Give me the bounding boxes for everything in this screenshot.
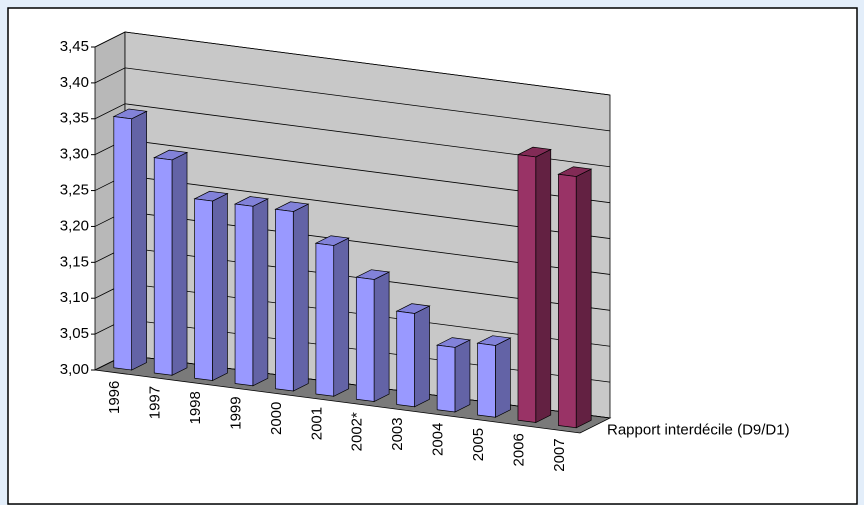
bar-shade (333, 238, 349, 397)
x-tick-label: 2002* (349, 412, 366, 451)
bar-shade (275, 201, 309, 212)
y-tick-label: 3,05 (60, 325, 89, 342)
y-tick-label: 3,20 (60, 217, 89, 234)
bar-shade (558, 166, 592, 177)
bar-shade (477, 335, 511, 346)
bar-shade (454, 339, 470, 413)
x-tick-label: 2003 (389, 417, 406, 450)
y-tick-label: 3,30 (60, 146, 89, 163)
bar-shade (495, 338, 511, 418)
y-tick-label: 3,35 (60, 110, 89, 127)
x-tick-label: 2007 (551, 438, 568, 471)
bar-shade (113, 108, 147, 119)
x-tick-label: 1996 (106, 381, 123, 414)
bar (234, 203, 254, 387)
y-tick-label: 3,45 (60, 38, 89, 55)
grid-line (94, 67, 611, 132)
bar (194, 198, 213, 381)
bar (355, 276, 375, 402)
x-tick-label: 2005 (470, 428, 487, 461)
bar-shade (154, 150, 188, 160)
bar (315, 242, 335, 397)
bar (396, 310, 415, 408)
bar-shade (374, 272, 390, 402)
bar-shade (194, 191, 228, 202)
bar (113, 116, 132, 371)
x-tick-label: 1998 (187, 391, 204, 424)
bar (477, 342, 496, 418)
bar-shade (356, 269, 390, 280)
bar (275, 208, 294, 392)
bar-shade (235, 196, 268, 207)
bar-shade (396, 303, 430, 314)
bar (558, 173, 577, 429)
y-tick-label: 3,00 (60, 361, 89, 378)
y-tick-label: 3,10 (60, 289, 89, 306)
x-tick-label: 2004 (430, 423, 447, 456)
depth-axis-label: Rapport interdécile (D9/D1) (607, 421, 790, 438)
y-tick-label: 3,15 (60, 253, 89, 270)
y-tick-label: 3,25 (60, 182, 89, 199)
y-tick-label: 3,40 (60, 74, 89, 91)
x-tick-label: 1999 (227, 396, 244, 429)
bar (153, 157, 173, 376)
bar-shade (437, 337, 470, 348)
bar-shade (576, 169, 592, 428)
bar-shade (535, 149, 551, 423)
bar-shade (414, 305, 430, 407)
bar-shade (252, 198, 268, 386)
bar-shade (172, 152, 188, 376)
bar-shade (315, 235, 349, 246)
x-tick-label: 1997 (147, 386, 164, 419)
x-tick-label: 2006 (510, 433, 527, 466)
grid-line (94, 31, 611, 96)
bar (436, 344, 456, 413)
grid-line (94, 103, 611, 168)
x-tick-label: 2000 (268, 402, 285, 435)
bar-shade (293, 204, 309, 392)
bar-shade (131, 111, 147, 371)
bar (517, 154, 537, 423)
x-tick-label: 2001 (308, 407, 325, 440)
bar-shade (212, 193, 228, 381)
bar-shade (517, 147, 551, 157)
